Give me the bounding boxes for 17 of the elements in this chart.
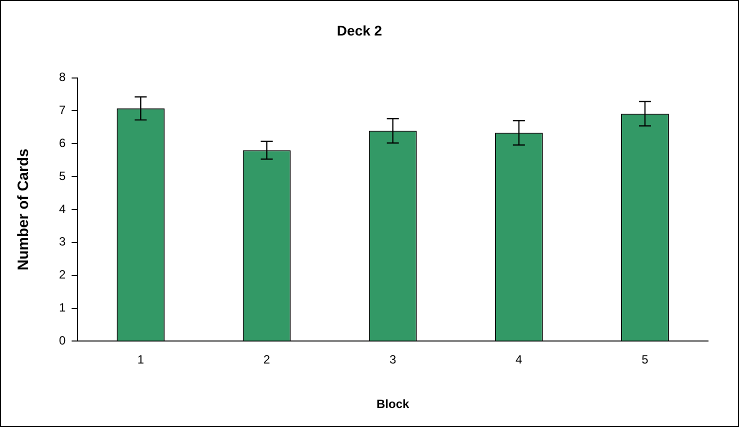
y-tick-label: 7: [58, 103, 66, 118]
y-tick-label: 1: [58, 300, 66, 315]
y-tick-label: 8: [58, 70, 66, 84]
x-tick-label: 4: [516, 352, 523, 367]
x-axis-title: Block: [376, 397, 410, 412]
x-tick-label: 5: [642, 352, 649, 367]
y-tick-label: 3: [58, 234, 66, 249]
y-tick-label: 2: [58, 268, 66, 282]
y-tick-label: 4: [58, 202, 66, 216]
y-tick-label: 0: [58, 334, 66, 348]
x-tick-label: 1: [137, 352, 144, 367]
y-tick-label: 6: [58, 136, 66, 150]
x-tick-label: 2: [263, 352, 270, 367]
y-tick-label: 5: [58, 168, 66, 183]
y-axis-title: Number of Cards: [15, 148, 32, 270]
x-tick-label: 3: [389, 352, 396, 367]
chart-title: Deck 2: [336, 22, 382, 38]
